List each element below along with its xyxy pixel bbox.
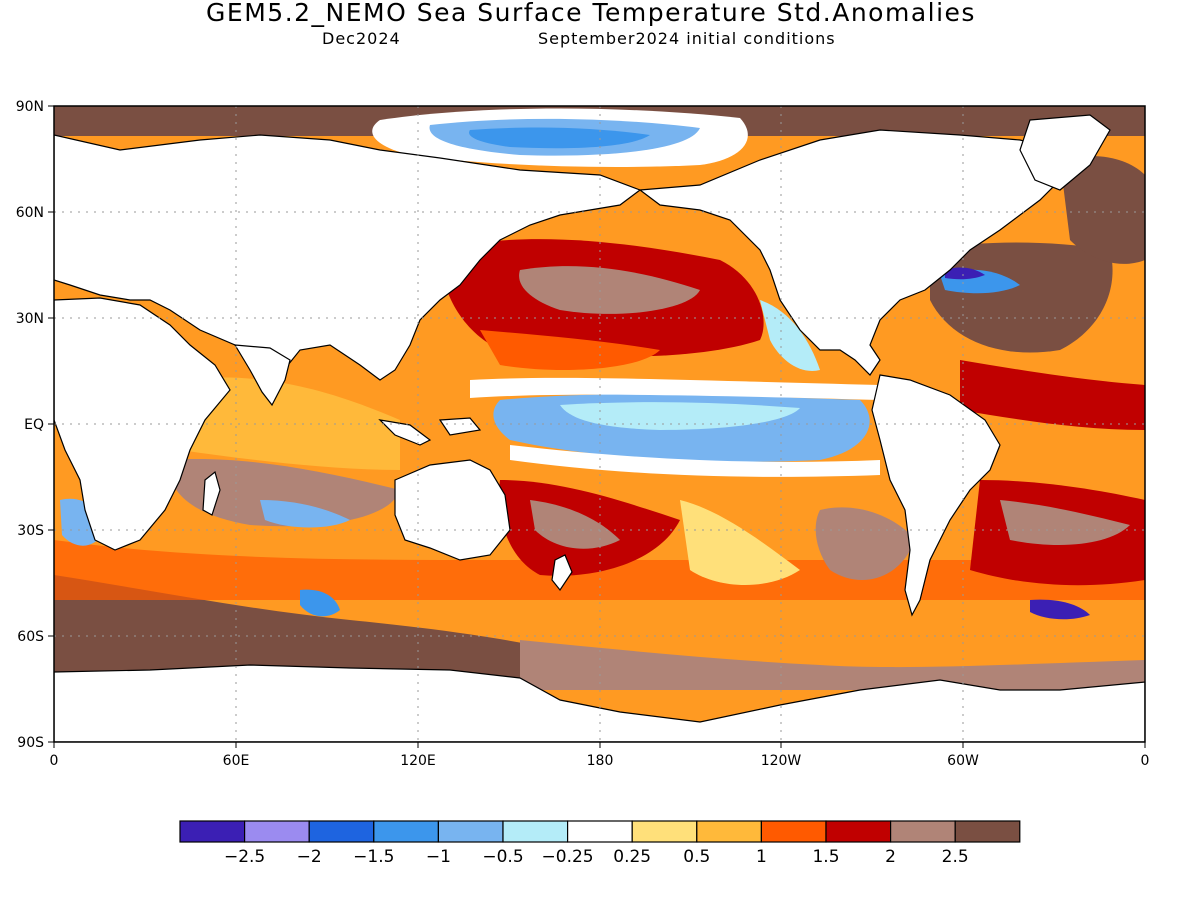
colorbar-label: 1 xyxy=(756,847,767,867)
colorbar-swatch xyxy=(889,820,956,843)
lon-label-60w: 60W xyxy=(947,753,979,769)
init-conditions-label: September2024 initial conditions xyxy=(538,29,836,48)
lat-label-60s: 60S xyxy=(17,629,44,645)
colorbar-swatch xyxy=(502,820,569,843)
colorbar-swatch xyxy=(696,820,762,843)
colorbar-swatch xyxy=(825,820,892,843)
map-title: GEM5.2_NEMO Sea Surface Temperature Std.… xyxy=(206,0,976,27)
colorbar-swatch xyxy=(954,820,1021,843)
lat-label-90s: 90S xyxy=(17,735,44,751)
lat-label-60n: 60N xyxy=(16,205,44,221)
lat-label-eq: EQ xyxy=(24,417,44,433)
colorbar-swatch xyxy=(566,820,633,843)
colorbar-label: −0.25 xyxy=(542,847,594,867)
colorbar-swatch xyxy=(244,820,310,843)
lon-label-180: 180 xyxy=(587,753,614,769)
colorbar xyxy=(179,820,1021,843)
colorbar-swatch xyxy=(179,820,246,843)
lon-label-0-right: 0 xyxy=(1141,753,1150,769)
colorbar-swatch xyxy=(760,820,827,843)
colorbar-swatch xyxy=(373,820,439,843)
lon-label-60e: 60E xyxy=(223,753,250,769)
colorbar-label: 2.5 xyxy=(942,847,969,867)
colorbar-labels: −2.5 −2 −1.5 −1 −0.5 −0.25 0.25 0.5 1 1.5 2 2.5 xyxy=(224,847,969,867)
latitude-labels: 90N 60N 30N EQ 30S 60S 90S xyxy=(16,99,44,751)
colorbar-label: −2.5 xyxy=(224,847,265,867)
lon-label-120w: 120W xyxy=(761,753,802,769)
new-zealand-land xyxy=(551,554,573,592)
colorbar-swatch xyxy=(308,820,375,843)
colorbar-label: 2 xyxy=(885,847,896,867)
lon-label-120e: 120E xyxy=(400,753,436,769)
colorbar-label: −1.5 xyxy=(353,847,394,867)
madagascar-land xyxy=(202,470,221,516)
axis-ticks xyxy=(48,105,1146,748)
north-america-land xyxy=(638,129,1071,376)
lat-label-30s: 30S xyxy=(17,523,44,539)
longitude-labels: 0 60E 120E 180 120W 60W 0 xyxy=(50,753,1150,769)
graticule xyxy=(54,106,1145,742)
colorbar-swatch xyxy=(631,820,698,843)
eurasia-land xyxy=(54,134,642,381)
greenland-land xyxy=(1019,114,1111,191)
india-land xyxy=(233,344,291,407)
valid-month-label: Dec2024 xyxy=(322,29,401,48)
colorbar-label: 0.5 xyxy=(683,847,710,867)
lon-label-0: 0 xyxy=(50,753,59,769)
colorbar-label: −1 xyxy=(426,847,451,867)
colorbar-swatch xyxy=(437,820,504,843)
lat-label-30n: 30N xyxy=(16,311,44,327)
antarctica-land xyxy=(54,664,1145,742)
colorbar-label: 0.25 xyxy=(613,847,651,867)
colorbar-label: −0.5 xyxy=(482,847,523,867)
lat-label-90n: 90N xyxy=(16,99,44,115)
australia-land xyxy=(394,459,511,561)
colorbar-label: −2 xyxy=(297,847,322,867)
south-america-land xyxy=(871,374,1001,617)
colorbar-label: 1.5 xyxy=(812,847,839,867)
